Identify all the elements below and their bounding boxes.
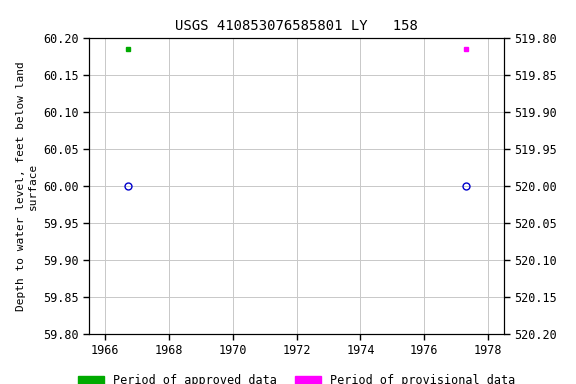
Y-axis label: Depth to water level, feet below land
surface: Depth to water level, feet below land su… [16,61,37,311]
Title: USGS 410853076585801 LY   158: USGS 410853076585801 LY 158 [175,19,418,33]
Legend: Period of approved data, Period of provisional data: Period of approved data, Period of provi… [78,374,516,384]
